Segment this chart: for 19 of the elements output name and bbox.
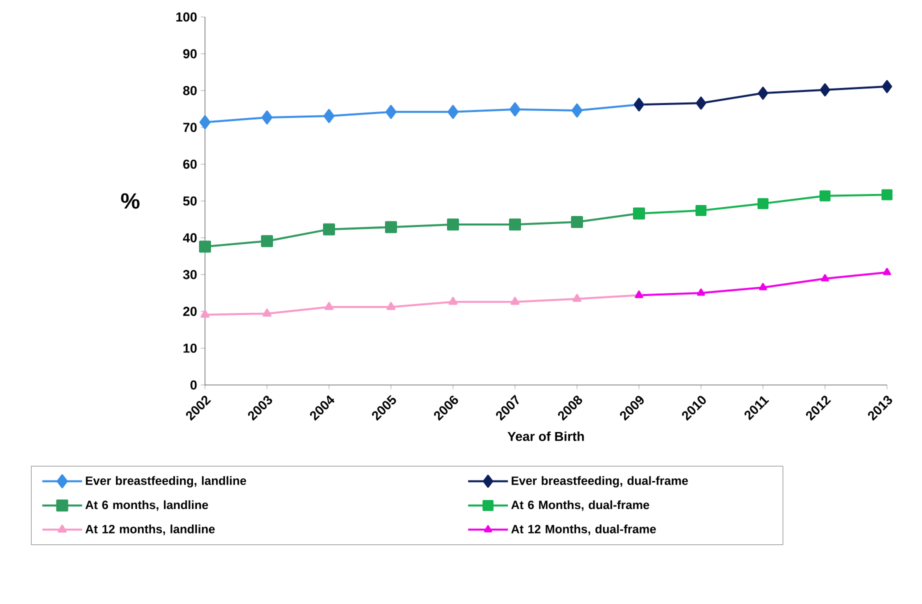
legend-label: Ever breastfeeding, dual-frame xyxy=(512,476,688,488)
legend-label: At 6 Months, dual-frame xyxy=(511,500,650,511)
y-tick-label: 40 xyxy=(182,233,197,242)
y-tick-label: 20 xyxy=(183,306,197,316)
x-axis-title: Year of Birth xyxy=(508,431,584,442)
y-tick-label: 0 xyxy=(190,380,197,390)
y-tick-label: 10 xyxy=(184,344,197,353)
y-tick-label: 90 xyxy=(183,49,197,58)
y-axis-title: % xyxy=(121,193,140,209)
y-tick-label: 50 xyxy=(183,196,197,206)
y-tick-label: 100 xyxy=(176,12,197,22)
y-tick-label: 70 xyxy=(183,122,197,132)
legend-label: Ever breastfeeding, landline xyxy=(86,476,246,488)
y-tick-label: 60 xyxy=(183,160,197,169)
legend-label: At 12 months, landline xyxy=(85,524,215,536)
legend-label: At 12 Months, dual-frame xyxy=(511,524,656,536)
legend-label: At 6 months, landline xyxy=(85,500,208,511)
y-tick-label: 30 xyxy=(183,270,197,280)
y-tick-label: 80 xyxy=(183,86,197,96)
